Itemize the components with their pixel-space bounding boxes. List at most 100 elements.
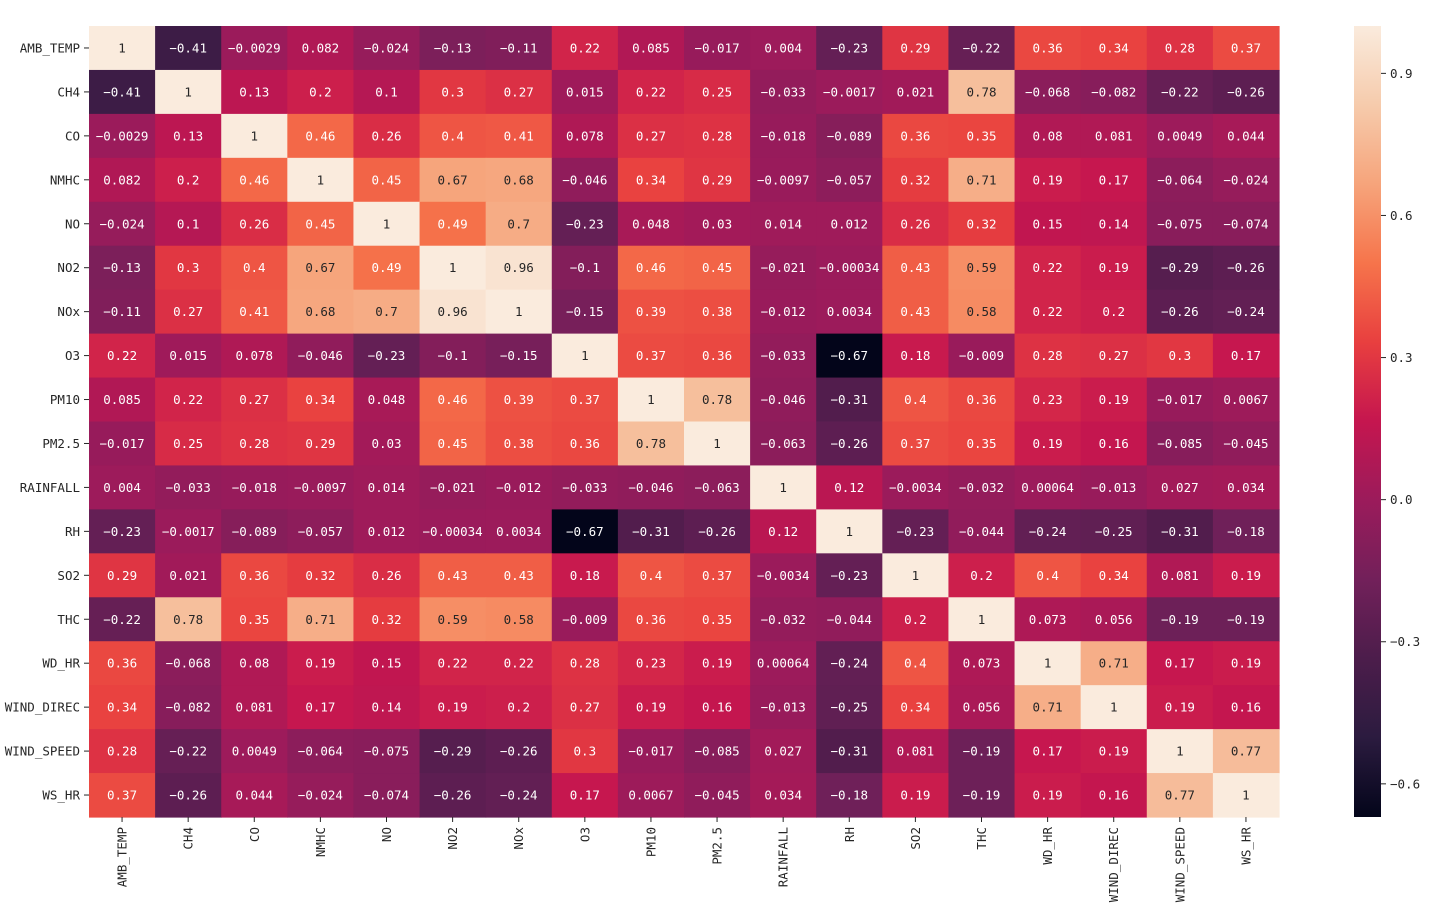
cell-value-label: 0.015: [566, 84, 604, 99]
heatmap-cell: [948, 333, 1016, 379]
heatmap-cell: [1146, 421, 1214, 467]
heatmap-cell: [155, 685, 222, 730]
heatmap-cell: [485, 641, 553, 686]
heatmap-cell: [816, 685, 883, 730]
heatmap-cell: [948, 685, 1016, 730]
heatmap-cell: [750, 597, 817, 642]
cell-value-label: −0.057: [827, 172, 872, 187]
cell-value-label: 0.027: [764, 744, 802, 759]
heatmap-cell: [1080, 69, 1148, 115]
cell-value-label: 0.17: [1099, 172, 1129, 187]
cell-value-label: 0.22: [570, 40, 600, 55]
heatmap-cell: [882, 641, 950, 686]
cell-value-label: 0.2: [177, 172, 200, 187]
heatmap-cell: [353, 245, 421, 291]
heatmap-cell: [353, 26, 421, 71]
cell-value-label: −0.0017: [823, 84, 876, 99]
cell-value-label: 0.29: [305, 436, 335, 451]
y-tick-label: O3: [65, 348, 80, 363]
cell-value-label: 0.17: [1033, 744, 1063, 759]
heatmap-cell: [1014, 553, 1082, 598]
colorbar-tick-label: 0.3: [1390, 350, 1413, 365]
heatmap-cell: [750, 685, 817, 730]
heatmap-cell: [948, 113, 1016, 159]
heatmap-cell: [1014, 377, 1082, 423]
heatmap-cell: [89, 289, 156, 335]
cell-value-label: 0.71: [305, 612, 335, 627]
heatmap-cell: [684, 289, 751, 335]
heatmap-cell: [750, 729, 817, 774]
heatmap-cell: [882, 729, 950, 774]
heatmap-cell: [89, 597, 156, 642]
heatmap-cell: [1014, 113, 1082, 159]
cell-value-label: 0.03: [371, 436, 401, 451]
heatmap-cell: [1212, 333, 1280, 379]
heatmap-cell: [221, 69, 288, 115]
colorbar-tick-label: 0.0: [1390, 492, 1413, 507]
cell-value-label: 0.3: [1169, 348, 1192, 363]
heatmap-cell: [816, 465, 883, 510]
heatmap-cell: [1080, 377, 1148, 423]
cell-value-label: 0.43: [504, 568, 534, 583]
cell-value-label: 0.3: [441, 84, 464, 99]
heatmap-cell: [882, 597, 950, 642]
heatmap-cell: [551, 597, 619, 642]
cell-value-label: −0.009: [562, 612, 607, 627]
cell-value-label: 0.49: [438, 216, 468, 231]
cell-value-label: 1: [1110, 700, 1118, 715]
heatmap-cell: [948, 377, 1016, 423]
heatmap-cell: [617, 201, 685, 247]
heatmap-cell: [1014, 509, 1082, 554]
heatmap-cell: [287, 245, 355, 291]
cell-value-label: −0.017: [99, 436, 144, 451]
heatmap-cell: [1146, 773, 1214, 818]
cell-value-label: −0.046: [562, 172, 607, 187]
cell-value-label: 0.32: [900, 172, 930, 187]
heatmap-cell: [1080, 641, 1148, 686]
cell-value-label: 0.77: [1165, 788, 1195, 803]
cell-value-label: 0.19: [1099, 392, 1129, 407]
heatmap-cell: [551, 245, 619, 291]
heatmap-cell: [1014, 333, 1082, 379]
heatmap-cell: [89, 69, 156, 115]
heatmap-cell: [1014, 773, 1082, 818]
cell-value-label: 0.0034: [827, 304, 872, 319]
heatmap-cell: [155, 641, 222, 686]
cell-value-label: 0.38: [504, 436, 534, 451]
cell-value-label: 0.044: [1227, 128, 1265, 143]
cell-value-label: 0.15: [371, 656, 401, 671]
heatmap-cell: [353, 113, 421, 159]
cell-value-label: −0.22: [1161, 84, 1199, 99]
cell-value-label: 0.081: [235, 700, 273, 715]
cell-value-label: −0.033: [562, 480, 607, 495]
heatmap-cell: [551, 773, 619, 818]
cell-value-label: 1: [515, 304, 523, 319]
cell-value-label: −0.0034: [889, 480, 942, 495]
cell-value-label: 0.048: [368, 392, 406, 407]
cell-value-label: 0.45: [371, 172, 401, 187]
cell-value-label: 0.027: [1161, 480, 1199, 495]
cell-value-label: 0.22: [173, 392, 203, 407]
cell-value-label: 1: [846, 524, 854, 539]
cell-value-label: 0.34: [636, 172, 666, 187]
heatmap-cell: [617, 421, 685, 467]
cell-value-label: 0.46: [636, 260, 666, 275]
cell-value-label: 0.0049: [1157, 128, 1202, 143]
heatmap-cell: [155, 113, 222, 159]
cell-value-label: −0.089: [827, 128, 872, 143]
heatmap-cell: [485, 26, 553, 71]
cell-value-label: −0.033: [761, 348, 806, 363]
cell-value-label: −0.19: [963, 744, 1001, 759]
heatmap-cell: [287, 773, 355, 818]
heatmap-cell: [750, 421, 817, 467]
cell-value-label: 0.35: [966, 128, 996, 143]
heatmap-cell: [1146, 729, 1214, 774]
heatmap-cell: [221, 465, 288, 510]
heatmap-cell: [1212, 685, 1280, 730]
heatmap-cell: [750, 113, 817, 159]
cell-value-label: 0.19: [1033, 788, 1063, 803]
heatmap-cell: [684, 729, 751, 774]
y-tick-label: CO: [65, 128, 80, 143]
cell-value-label: −0.085: [694, 744, 739, 759]
heatmap-cell: [221, 113, 288, 159]
